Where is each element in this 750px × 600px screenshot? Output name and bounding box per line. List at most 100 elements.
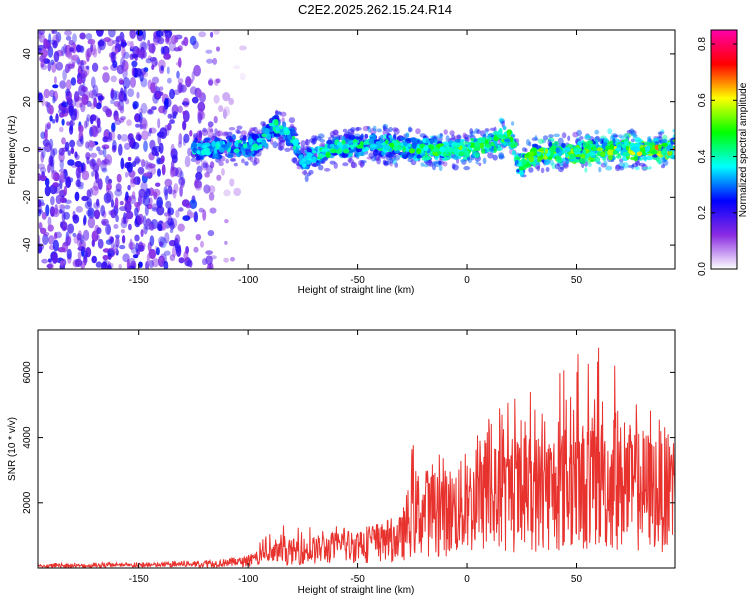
spectrogram-blob xyxy=(630,156,635,161)
spectrogram-blob xyxy=(166,36,170,42)
spectrogram-blob xyxy=(191,142,198,148)
spectrogram-blob xyxy=(658,139,664,144)
spectrogram-blob xyxy=(140,102,148,114)
spectrogram-blob xyxy=(64,141,70,152)
spectrogram-blob xyxy=(657,131,665,135)
spectrogram-blob xyxy=(102,66,109,71)
spectrogram-blob xyxy=(97,95,104,101)
spectrogram-blob xyxy=(618,134,623,139)
spectrogram-blob xyxy=(140,229,144,238)
spectrogram-blob xyxy=(437,143,444,147)
spectrogram-blob xyxy=(507,130,511,137)
spectrogram-blob xyxy=(213,94,220,104)
spectrogram-blob xyxy=(176,82,185,93)
spectrogram-blob xyxy=(58,204,66,209)
spectrogram-blob xyxy=(66,248,72,260)
spectrogram-blob xyxy=(61,242,69,253)
spectrogram-blob xyxy=(482,157,487,165)
spectrogram-blob xyxy=(45,101,50,108)
spectrogram-blob xyxy=(100,160,107,172)
spectrogram-blob xyxy=(40,167,47,174)
spectrogram-blob xyxy=(292,136,296,140)
spectrogram-blob xyxy=(244,161,249,166)
spectrogram-blob xyxy=(105,108,113,118)
spectrogram-blob xyxy=(74,96,82,102)
spectrogram-blob xyxy=(383,126,387,131)
spectrogram-blob xyxy=(499,127,503,132)
spectrogram-blob xyxy=(86,197,92,208)
spectrogram-blob xyxy=(321,148,327,152)
spectrogram-blob xyxy=(106,264,112,269)
spectrogram-blob xyxy=(38,234,41,246)
spectrogram-blob xyxy=(661,148,668,156)
spectrogram-blob xyxy=(39,175,48,182)
spectrogram-blob xyxy=(638,162,646,167)
spectrogram-blob xyxy=(354,151,359,158)
spectrogram-blob xyxy=(91,239,96,248)
spectrogram-blob xyxy=(544,158,551,166)
spectrogram-blob xyxy=(160,65,164,71)
spectrogram-blob xyxy=(65,176,72,189)
spectrogram-blob xyxy=(248,138,254,145)
spectrogram-blob xyxy=(151,64,155,70)
spectrogram-blob xyxy=(304,175,309,183)
spectrogram-blob xyxy=(92,84,99,97)
spectrogram-blob xyxy=(104,107,112,116)
spectrogram-blob xyxy=(76,138,84,147)
spectrogram-blob xyxy=(158,241,164,248)
spectrogram-blob xyxy=(155,247,160,256)
spectrogram-blob xyxy=(141,119,149,131)
spectrogram-blob xyxy=(96,158,102,167)
spectrogram-blob xyxy=(182,120,187,131)
spectrogram-blob xyxy=(454,150,459,156)
spectrogram-blob xyxy=(239,72,246,81)
spectrogram-blob xyxy=(136,48,141,56)
spectrogram-blob xyxy=(630,151,636,156)
spectrogram-blob xyxy=(151,76,160,85)
spectrogram-blob xyxy=(587,139,593,144)
spectrogram-blob xyxy=(115,234,120,239)
spectrogram-blob xyxy=(68,120,75,127)
spectrogram-blob xyxy=(88,140,96,148)
spectrogram-blob xyxy=(205,162,209,168)
spectrogram-blob xyxy=(584,135,592,139)
spectrogram-blob xyxy=(470,138,475,142)
spectrogram-blob xyxy=(70,147,75,155)
spectrogram-blob xyxy=(76,181,84,187)
spectrogram-blob xyxy=(140,181,148,192)
spectrogram-blob xyxy=(104,156,108,166)
spectrogram-blob xyxy=(61,220,67,232)
spectrogram-blob xyxy=(110,51,117,57)
spectrogram-blob xyxy=(120,41,127,47)
spectrogram-blob xyxy=(605,165,613,171)
spectrogram-blob xyxy=(131,66,136,77)
spectrogram-blob xyxy=(125,191,129,201)
spectrogram-blob xyxy=(196,150,200,155)
spectrogram-blob xyxy=(615,154,622,159)
spectrogram-blob xyxy=(77,185,84,190)
spectrogram-blob xyxy=(86,65,90,70)
spectrogram-blob xyxy=(182,111,186,115)
spectrogram-blob xyxy=(80,59,84,72)
spectrogram-blob xyxy=(90,114,97,122)
spectrogram-blob xyxy=(273,133,281,137)
spectrogram-blob xyxy=(119,244,126,250)
spectrogram-blob xyxy=(64,204,71,210)
spectrogram-blob xyxy=(138,261,143,268)
spectrogram-blob xyxy=(605,145,611,150)
spectrogram-blob xyxy=(169,229,174,233)
spectrogram-blob xyxy=(207,79,214,86)
spectrogram-blob xyxy=(165,128,170,136)
spectrogram-panel: -150 -100 -50 0 50 -40 -20 0 20 40 Height of str… xyxy=(7,29,676,296)
spectrogram-blob xyxy=(431,161,437,165)
spectrogram-blob xyxy=(156,196,164,209)
spectrogram-blob xyxy=(44,177,50,187)
spectrogram-blob xyxy=(236,125,243,130)
spectrogram-blob xyxy=(380,134,384,139)
spectrogram-blob xyxy=(632,133,637,140)
spectrogram-blob xyxy=(115,35,121,43)
spectrogram-blob xyxy=(528,167,534,173)
spectrogram-blob xyxy=(102,259,107,268)
spectrogram-blob xyxy=(110,240,115,249)
spectrogram-blob xyxy=(143,223,148,235)
